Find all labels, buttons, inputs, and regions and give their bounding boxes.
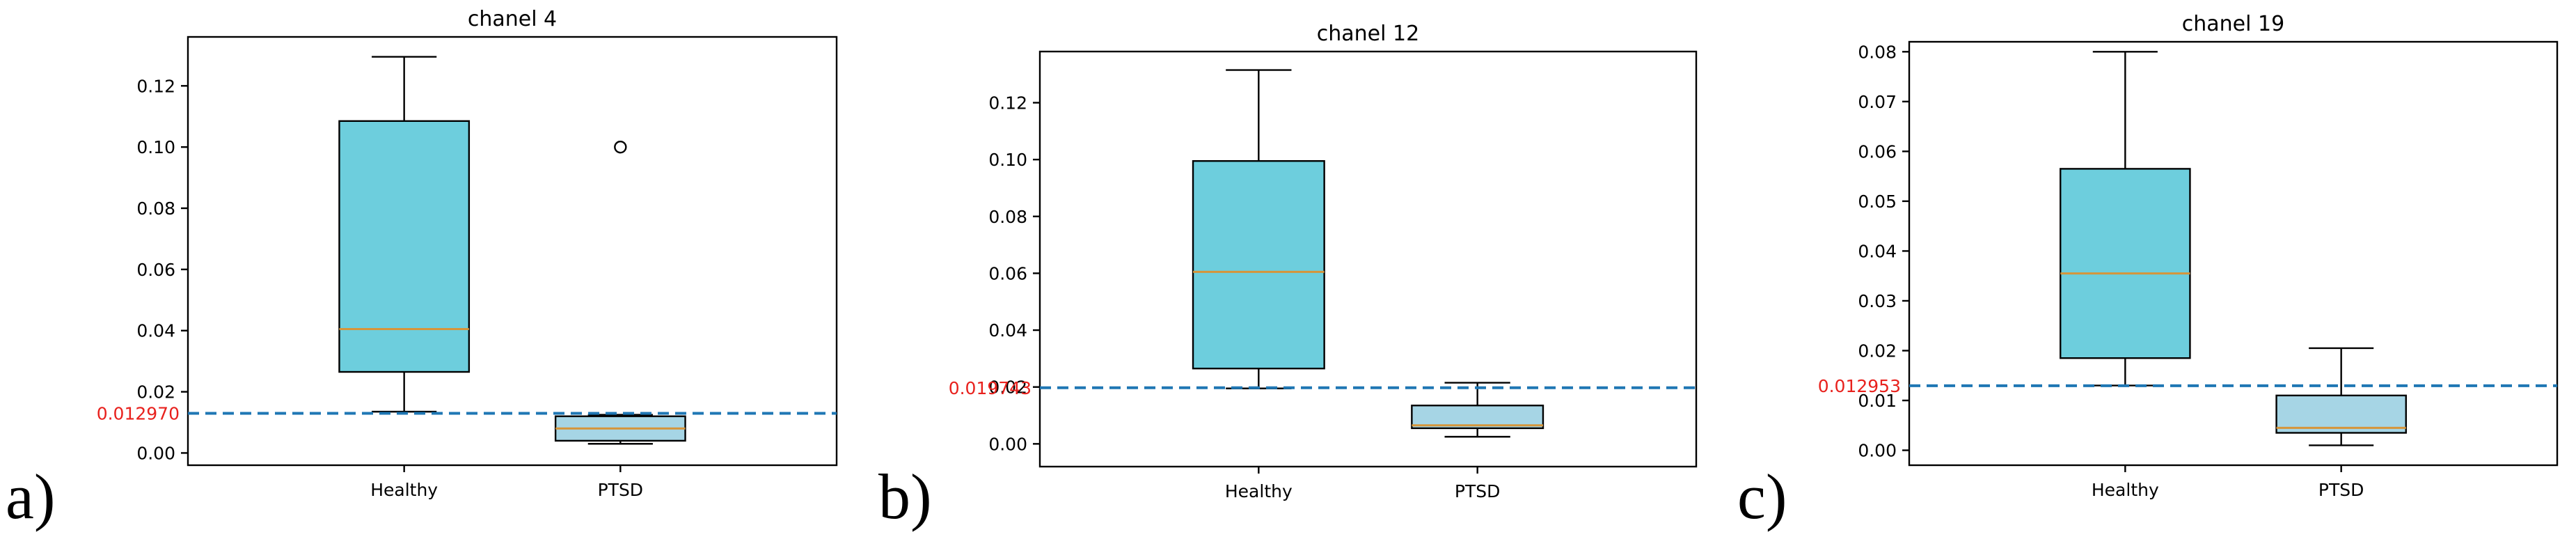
- box-ptsd: [2275, 394, 2407, 434]
- x-tick-label: Healthy: [370, 480, 438, 500]
- panel-label-c: c): [1737, 461, 1787, 532]
- y-tick-label: 0.00: [136, 443, 175, 463]
- x-tick-label: Healthy: [1225, 481, 1293, 501]
- plot-frame: [187, 36, 838, 467]
- chart-panel-b: chanel 12 0.00 0.02 0.04 0.06 0.08 0.10 0.12 Hea…: [949, 22, 1698, 501]
- threshold-label: 0.012953: [1818, 376, 1901, 396]
- y-tick-label: 0.06: [1858, 141, 1897, 162]
- y-tick-label: 0.02: [988, 377, 1027, 398]
- plot-frame: [1908, 40, 2559, 467]
- chart-panel-c: chanel 19 0.00 0.01 0.02 0.03 0.04 0.05 0.06 0.0…: [1818, 12, 2559, 500]
- x-tick-label: PTSD: [1455, 481, 1500, 501]
- y-tick-label: 0.00: [988, 434, 1027, 454]
- y-tick-label: 0.00: [1858, 441, 1897, 461]
- y-tick-label: 0.07: [1858, 92, 1897, 112]
- panel-label-a: a): [6, 461, 55, 532]
- chart-title: chanel 19: [2182, 12, 2284, 36]
- panel-label-b: b): [878, 461, 932, 532]
- y-tick-label: 0.12: [988, 93, 1027, 113]
- y-tick-label: 0.02: [1858, 341, 1897, 361]
- chart-title: chanel 12: [1317, 22, 1419, 46]
- y-tick-label: 0.06: [136, 260, 175, 280]
- y-tick-label: 0.04: [136, 321, 175, 341]
- box-healthy: [2060, 168, 2191, 359]
- box-healthy: [338, 120, 471, 373]
- chart-panel-a: chanel 4 0.00 0.02 0.04 0.06 0.08 0.10 0.12 Heal…: [97, 7, 838, 500]
- box-healthy: [1192, 159, 1325, 370]
- y-tick-label: 0.12: [136, 76, 175, 96]
- y-tick-label: 0.06: [988, 263, 1027, 283]
- y-tick-label: 0.03: [1858, 291, 1897, 311]
- y-tick-label: 0.08: [988, 207, 1027, 227]
- threshold-label: 0.019743: [949, 378, 1032, 398]
- y-tick-label: 0.05: [1858, 192, 1897, 212]
- y-tick-label: 0.01: [1858, 391, 1897, 411]
- y-tick-label: 0.10: [988, 150, 1027, 170]
- y-tick-label: 0.04: [988, 320, 1027, 341]
- y-tick-label: 0.08: [1858, 42, 1897, 62]
- y-tick-label: 0.10: [136, 137, 175, 157]
- x-tick-label: PTSD: [598, 480, 643, 500]
- x-tick-label: PTSD: [2318, 480, 2364, 500]
- threshold-label: 0.012970: [97, 403, 180, 423]
- plot-frame: [1038, 50, 1698, 468]
- y-tick-label: 0.02: [136, 382, 175, 403]
- chart-title: chanel 4: [468, 7, 557, 31]
- x-tick-label: Healthy: [2092, 480, 2159, 500]
- outlier-point: [614, 140, 627, 154]
- y-tick-label: 0.04: [1858, 241, 1897, 261]
- y-tick-label: 0.08: [136, 198, 175, 219]
